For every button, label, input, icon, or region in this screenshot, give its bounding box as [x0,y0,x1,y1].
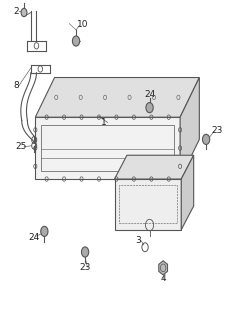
Polygon shape [114,179,181,230]
Polygon shape [180,77,199,179]
Text: 23: 23 [79,263,91,272]
Circle shape [202,134,210,144]
Text: 10: 10 [77,20,89,29]
Text: 24: 24 [29,233,40,242]
Circle shape [146,103,153,113]
Polygon shape [35,117,180,179]
Circle shape [82,247,89,257]
Text: 1: 1 [101,118,107,127]
Polygon shape [35,77,199,117]
Circle shape [21,8,27,17]
Text: 8: 8 [13,81,19,90]
Circle shape [72,36,80,46]
Text: 2: 2 [13,7,19,16]
Text: 3: 3 [135,236,141,245]
Polygon shape [159,261,167,275]
Polygon shape [114,155,194,179]
Text: 4: 4 [160,275,166,284]
Text: 23: 23 [212,126,223,135]
Text: 25: 25 [15,142,26,151]
Text: 24: 24 [145,90,156,99]
Polygon shape [181,155,194,230]
Circle shape [41,226,48,236]
